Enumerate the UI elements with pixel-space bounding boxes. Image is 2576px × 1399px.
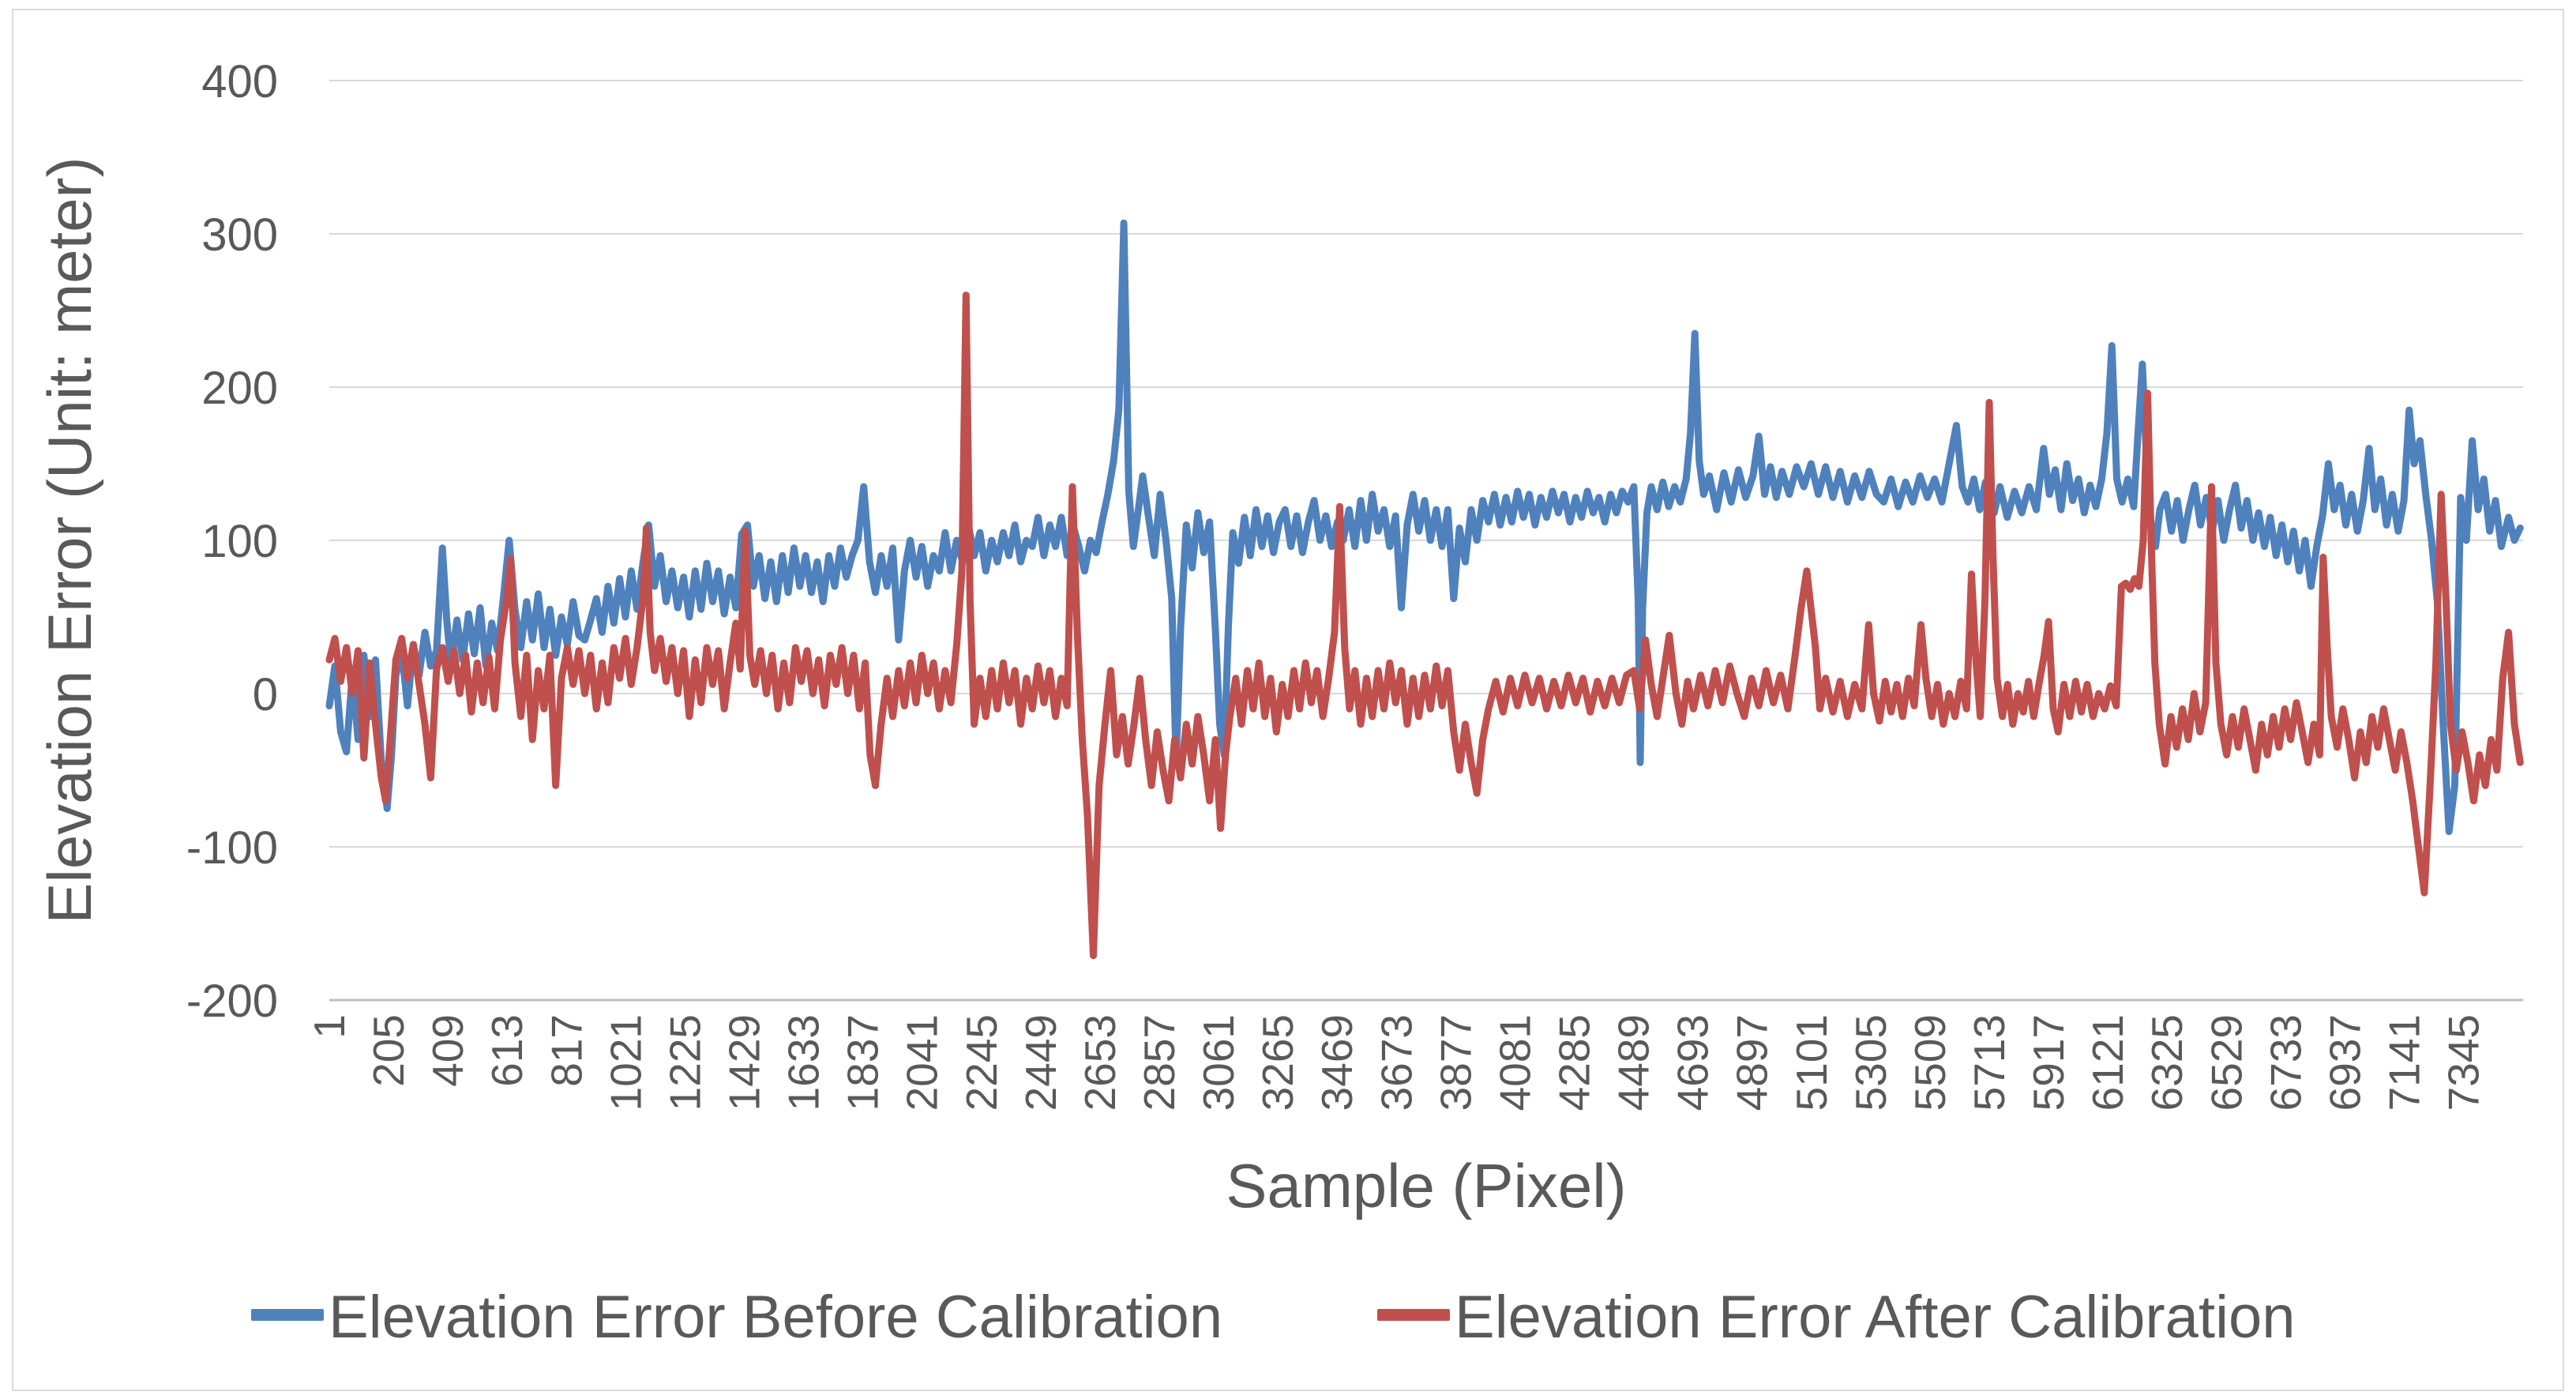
- x-tick-label: 3061: [1194, 1014, 1243, 1111]
- x-tick-label: 5713: [1965, 1014, 2014, 1111]
- x-tick-label: 4489: [1609, 1014, 1658, 1111]
- x-tick-label: 1225: [660, 1014, 709, 1111]
- legend-label-before: Elevation Error Before Calibration: [329, 1284, 1222, 1351]
- legend: Elevation Error Before Calibration Eleva…: [251, 1284, 2295, 1351]
- x-tick-label: 5509: [1906, 1014, 1955, 1111]
- x-tick-label: 817: [542, 1014, 591, 1087]
- y-tick-label: -100: [186, 822, 278, 874]
- x-tick-label: 205: [364, 1014, 413, 1087]
- y-tick-label: 400: [201, 56, 278, 107]
- x-tick-label: 2245: [957, 1014, 1006, 1111]
- series-line-after-calibration[interactable]: [325, 291, 2524, 960]
- x-tick-label: 1633: [779, 1014, 828, 1111]
- x-tick-label: 1837: [839, 1014, 888, 1111]
- legend-marker-after-icon: [1377, 1309, 1450, 1321]
- x-tick-label: 3877: [1431, 1014, 1480, 1111]
- x-tick-label: 2653: [1076, 1014, 1125, 1111]
- x-tick-label: 7345: [2439, 1014, 2488, 1111]
- y-tick-label: 300: [201, 209, 278, 261]
- y-axis-title: Elevation Error (Unit: meter): [35, 157, 104, 924]
- legend-item-before-calibration[interactable]: Elevation Error Before Calibration: [251, 1284, 1222, 1351]
- x-tick-label: 6529: [2202, 1014, 2251, 1111]
- x-tick-label: 4693: [1669, 1014, 1718, 1111]
- x-tick-label: 1429: [719, 1014, 768, 1111]
- x-tick-label: 4285: [1549, 1014, 1598, 1111]
- series-line-before-calibration[interactable]: [325, 219, 2524, 836]
- x-tick-label: 613: [483, 1014, 531, 1087]
- series-group: [325, 219, 2524, 960]
- x-tick-label: 6733: [2261, 1014, 2310, 1111]
- plot-area[interactable]: [329, 81, 2523, 1000]
- x-tick-label: 4897: [1728, 1014, 1777, 1111]
- x-tick-label: 6121: [2083, 1014, 2132, 1111]
- y-tick-label: 100: [201, 516, 278, 567]
- x-tick-label: 5101: [1787, 1014, 1836, 1111]
- legend-item-after-calibration[interactable]: Elevation Error After Calibration: [1377, 1284, 2295, 1351]
- y-tick-label: -200: [186, 976, 278, 1027]
- x-tick-label: 5305: [1846, 1014, 1895, 1111]
- x-tick-label: 1021: [601, 1014, 650, 1111]
- x-tick-label: 6325: [2142, 1014, 2191, 1111]
- x-tick-label: 3265: [1253, 1014, 1302, 1111]
- x-tick-label: 2041: [898, 1014, 947, 1111]
- legend-marker-before-icon: [251, 1309, 324, 1321]
- x-tick-label: 2857: [1135, 1014, 1184, 1111]
- y-tick-label: 0: [253, 669, 278, 720]
- x-tick-label: 4081: [1490, 1014, 1539, 1111]
- x-tick-label: 2449: [1016, 1014, 1065, 1111]
- x-axis-tick-labels: 1 205 409 613 817 1021 1225 1429 1633 1837 2041 224…: [305, 1014, 2488, 1111]
- legend-label-after: Elevation Error After Calibration: [1455, 1284, 2295, 1351]
- x-tick-label: 5917: [2024, 1014, 2073, 1111]
- x-tick-label: 7141: [2379, 1014, 2428, 1111]
- x-axis-title: Sample (Pixel): [1226, 1151, 1626, 1220]
- x-tick-label: 3469: [1312, 1014, 1361, 1111]
- x-tick-label: 1: [305, 1014, 354, 1039]
- y-axis-tick-labels: 400 300 200 100 0 -100 -200: [186, 56, 278, 1027]
- y-tick-label: 200: [201, 363, 278, 414]
- x-tick-label: 3673: [1372, 1014, 1421, 1111]
- x-tick-label: 409: [423, 1014, 472, 1087]
- x-tick-label: 6937: [2320, 1014, 2369, 1111]
